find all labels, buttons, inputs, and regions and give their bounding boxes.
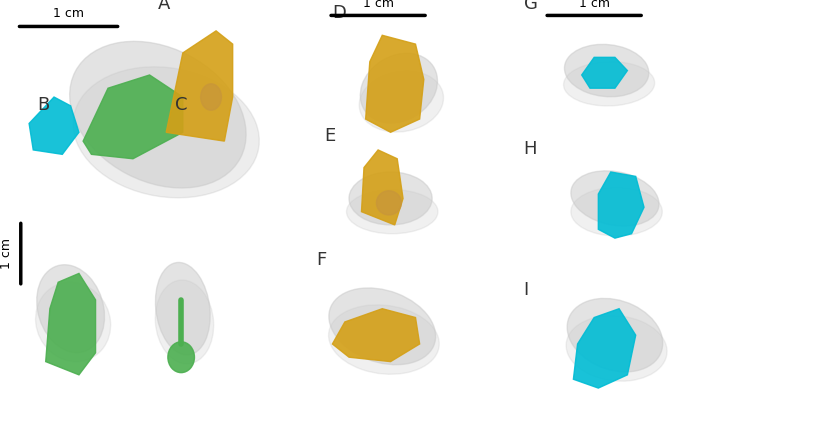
Polygon shape <box>332 309 420 362</box>
Ellipse shape <box>564 45 649 97</box>
Ellipse shape <box>155 262 210 355</box>
Ellipse shape <box>329 288 435 365</box>
Text: 1 cm: 1 cm <box>52 7 84 20</box>
Polygon shape <box>83 75 183 159</box>
Ellipse shape <box>168 342 194 373</box>
Ellipse shape <box>571 187 662 236</box>
Polygon shape <box>46 273 96 375</box>
Ellipse shape <box>201 84 221 110</box>
Polygon shape <box>598 172 644 238</box>
Ellipse shape <box>571 171 659 226</box>
Ellipse shape <box>361 53 437 123</box>
Text: G: G <box>524 0 538 13</box>
Ellipse shape <box>359 71 444 132</box>
Text: C: C <box>175 96 187 114</box>
Text: 1 cm: 1 cm <box>578 0 610 10</box>
Ellipse shape <box>37 265 105 353</box>
Ellipse shape <box>376 191 401 215</box>
Ellipse shape <box>36 282 111 362</box>
Polygon shape <box>582 57 627 88</box>
Text: A: A <box>158 0 170 13</box>
Text: H: H <box>524 140 537 158</box>
Text: F: F <box>316 250 326 269</box>
Ellipse shape <box>73 67 259 198</box>
Text: 1 cm: 1 cm <box>0 238 13 269</box>
Polygon shape <box>573 309 636 388</box>
Ellipse shape <box>566 316 667 381</box>
Polygon shape <box>166 31 233 141</box>
Ellipse shape <box>563 62 655 106</box>
Polygon shape <box>366 35 424 132</box>
Ellipse shape <box>70 41 246 188</box>
Ellipse shape <box>328 305 440 374</box>
Text: E: E <box>324 127 336 145</box>
Ellipse shape <box>155 280 214 364</box>
Polygon shape <box>361 150 403 225</box>
Text: B: B <box>37 96 50 114</box>
Ellipse shape <box>567 299 663 372</box>
Text: 1 cm: 1 cm <box>362 0 394 10</box>
Ellipse shape <box>347 190 438 234</box>
Ellipse shape <box>349 172 432 225</box>
Polygon shape <box>29 97 79 154</box>
Text: D: D <box>332 4 347 22</box>
Text: I: I <box>524 281 529 299</box>
